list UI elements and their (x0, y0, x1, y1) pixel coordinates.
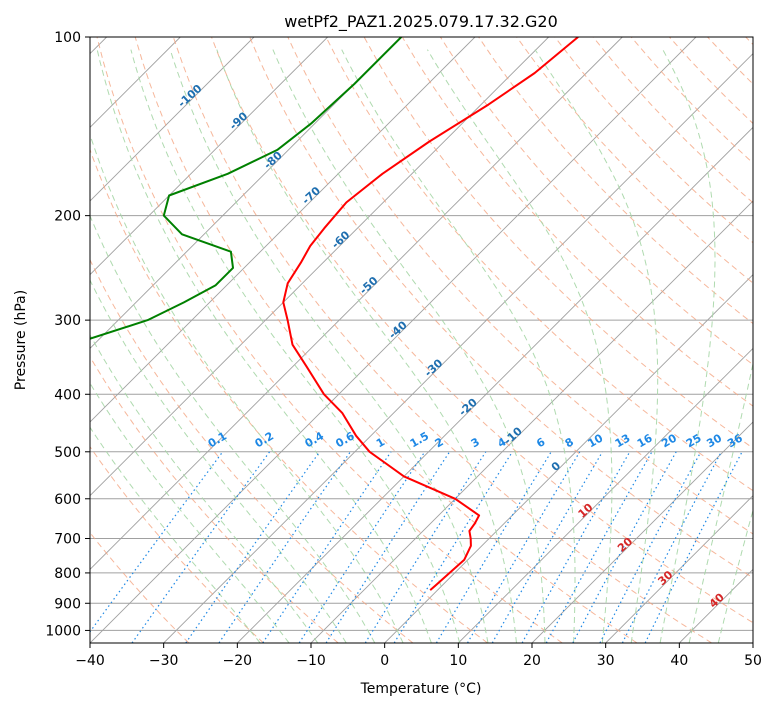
dry-adiabat-line (172, 37, 712, 643)
chart-title: wetPf2_PAZ1.2025.079.17.32.G20 (284, 12, 558, 32)
moist-adiabat-line (272, 49, 546, 643)
x-axis-label: Temperature (°C) (360, 681, 482, 697)
isotherm-line (90, 37, 402, 349)
y-tick-label: 1000 (45, 623, 81, 639)
isotherm-line (90, 37, 476, 423)
moist-adiabat-line (130, 49, 461, 643)
y-tick-label: 900 (54, 596, 81, 612)
mixing-ratio-line (572, 451, 677, 643)
y-tick-label: 300 (54, 313, 81, 329)
mixing-ratio-line (185, 451, 321, 643)
isotherm-line (90, 37, 255, 202)
moist-adiabat-line (90, 214, 376, 643)
dry-adiabat-line (90, 258, 414, 643)
x-tick-label: −20 (223, 653, 253, 669)
y-tick-label: 800 (54, 566, 81, 582)
isotherm-line (90, 37, 549, 497)
moist-adiabat-line (534, 49, 659, 643)
mixing-ratio-line (599, 451, 702, 643)
plot-frame (89, 36, 754, 644)
isotherm-line (531, 421, 753, 643)
isotherm-line (384, 274, 753, 643)
x-tick-label: 0 (380, 653, 389, 669)
dry-adiabat-line (96, 37, 563, 643)
y-axis-label: Pressure (hPa) (13, 290, 29, 390)
moist-adiabat-line (90, 333, 319, 643)
plot-background (90, 37, 753, 643)
isotherm-line (90, 37, 328, 276)
dry-adiabat-line (211, 37, 753, 624)
moist-adiabat-line (426, 49, 613, 643)
moist-adiabat-line (659, 49, 716, 643)
dry-adiabat-line (90, 445, 264, 643)
mixing-ratio-line (435, 451, 552, 643)
mixing-ratio-line (364, 451, 487, 643)
isotherm-line (752, 642, 753, 643)
y-tick-label: 500 (54, 445, 81, 461)
mixing-ratio-line (393, 451, 513, 643)
moist-adiabat-line (216, 49, 517, 643)
moist-adiabat-line (90, 133, 404, 643)
moist-adiabat-line (90, 279, 347, 643)
y-tick-label: 100 (54, 30, 81, 46)
moist-adiabat-line (90, 426, 261, 643)
mixing-ratio-line (262, 451, 392, 643)
moist-adiabat-line (96, 49, 432, 643)
moist-adiabat-line (717, 508, 753, 643)
x-tick-label: −30 (149, 653, 179, 669)
mixing-ratio-line (466, 451, 581, 643)
x-axis-ticks: −40 −30 −20 −10 0 10 20 30 40 50 (75, 643, 762, 669)
temperature-profile-line (282, 37, 579, 591)
background-lines (90, 37, 753, 643)
dry-adiabat-line (516, 37, 753, 284)
y-tick-label: 200 (54, 209, 81, 225)
y-tick-label: 700 (54, 532, 81, 548)
mixing-ratio-line (218, 451, 351, 643)
x-tick-label: 30 (597, 653, 615, 669)
x-tick-label: −10 (296, 653, 326, 669)
profile-lines (90, 37, 579, 591)
isotherm-line (458, 347, 753, 643)
isotherm-line (163, 53, 753, 643)
dewpoint-profile-line (90, 37, 403, 340)
dry-adiabat-line (287, 37, 753, 535)
y-tick-label: 600 (54, 492, 81, 508)
isotherm-line (237, 126, 753, 643)
moist-adiabat-line (169, 49, 489, 643)
x-tick-label: 10 (449, 653, 467, 669)
moist-adiabat-line (90, 382, 290, 643)
moist-adiabat-line (688, 361, 753, 643)
moist-adiabat-line (341, 49, 576, 643)
y-tick-label: 400 (54, 387, 81, 403)
isotherm-line (90, 37, 697, 643)
x-tick-label: 20 (523, 653, 541, 669)
y-axis-ticks: 100 200 300 400 500 600 700 800 900 1000 (45, 30, 90, 639)
dry-adiabat-line (249, 37, 753, 579)
isotherm-line (90, 37, 623, 570)
isotherm-line (605, 495, 753, 643)
mixing-ratio-line (298, 451, 426, 643)
dry-adiabat-line (325, 37, 753, 492)
x-tick-label: 40 (670, 653, 688, 669)
mixing-ratio-line (325, 451, 451, 643)
x-tick-label: −40 (75, 653, 105, 669)
x-tick-label: 50 (744, 653, 762, 669)
